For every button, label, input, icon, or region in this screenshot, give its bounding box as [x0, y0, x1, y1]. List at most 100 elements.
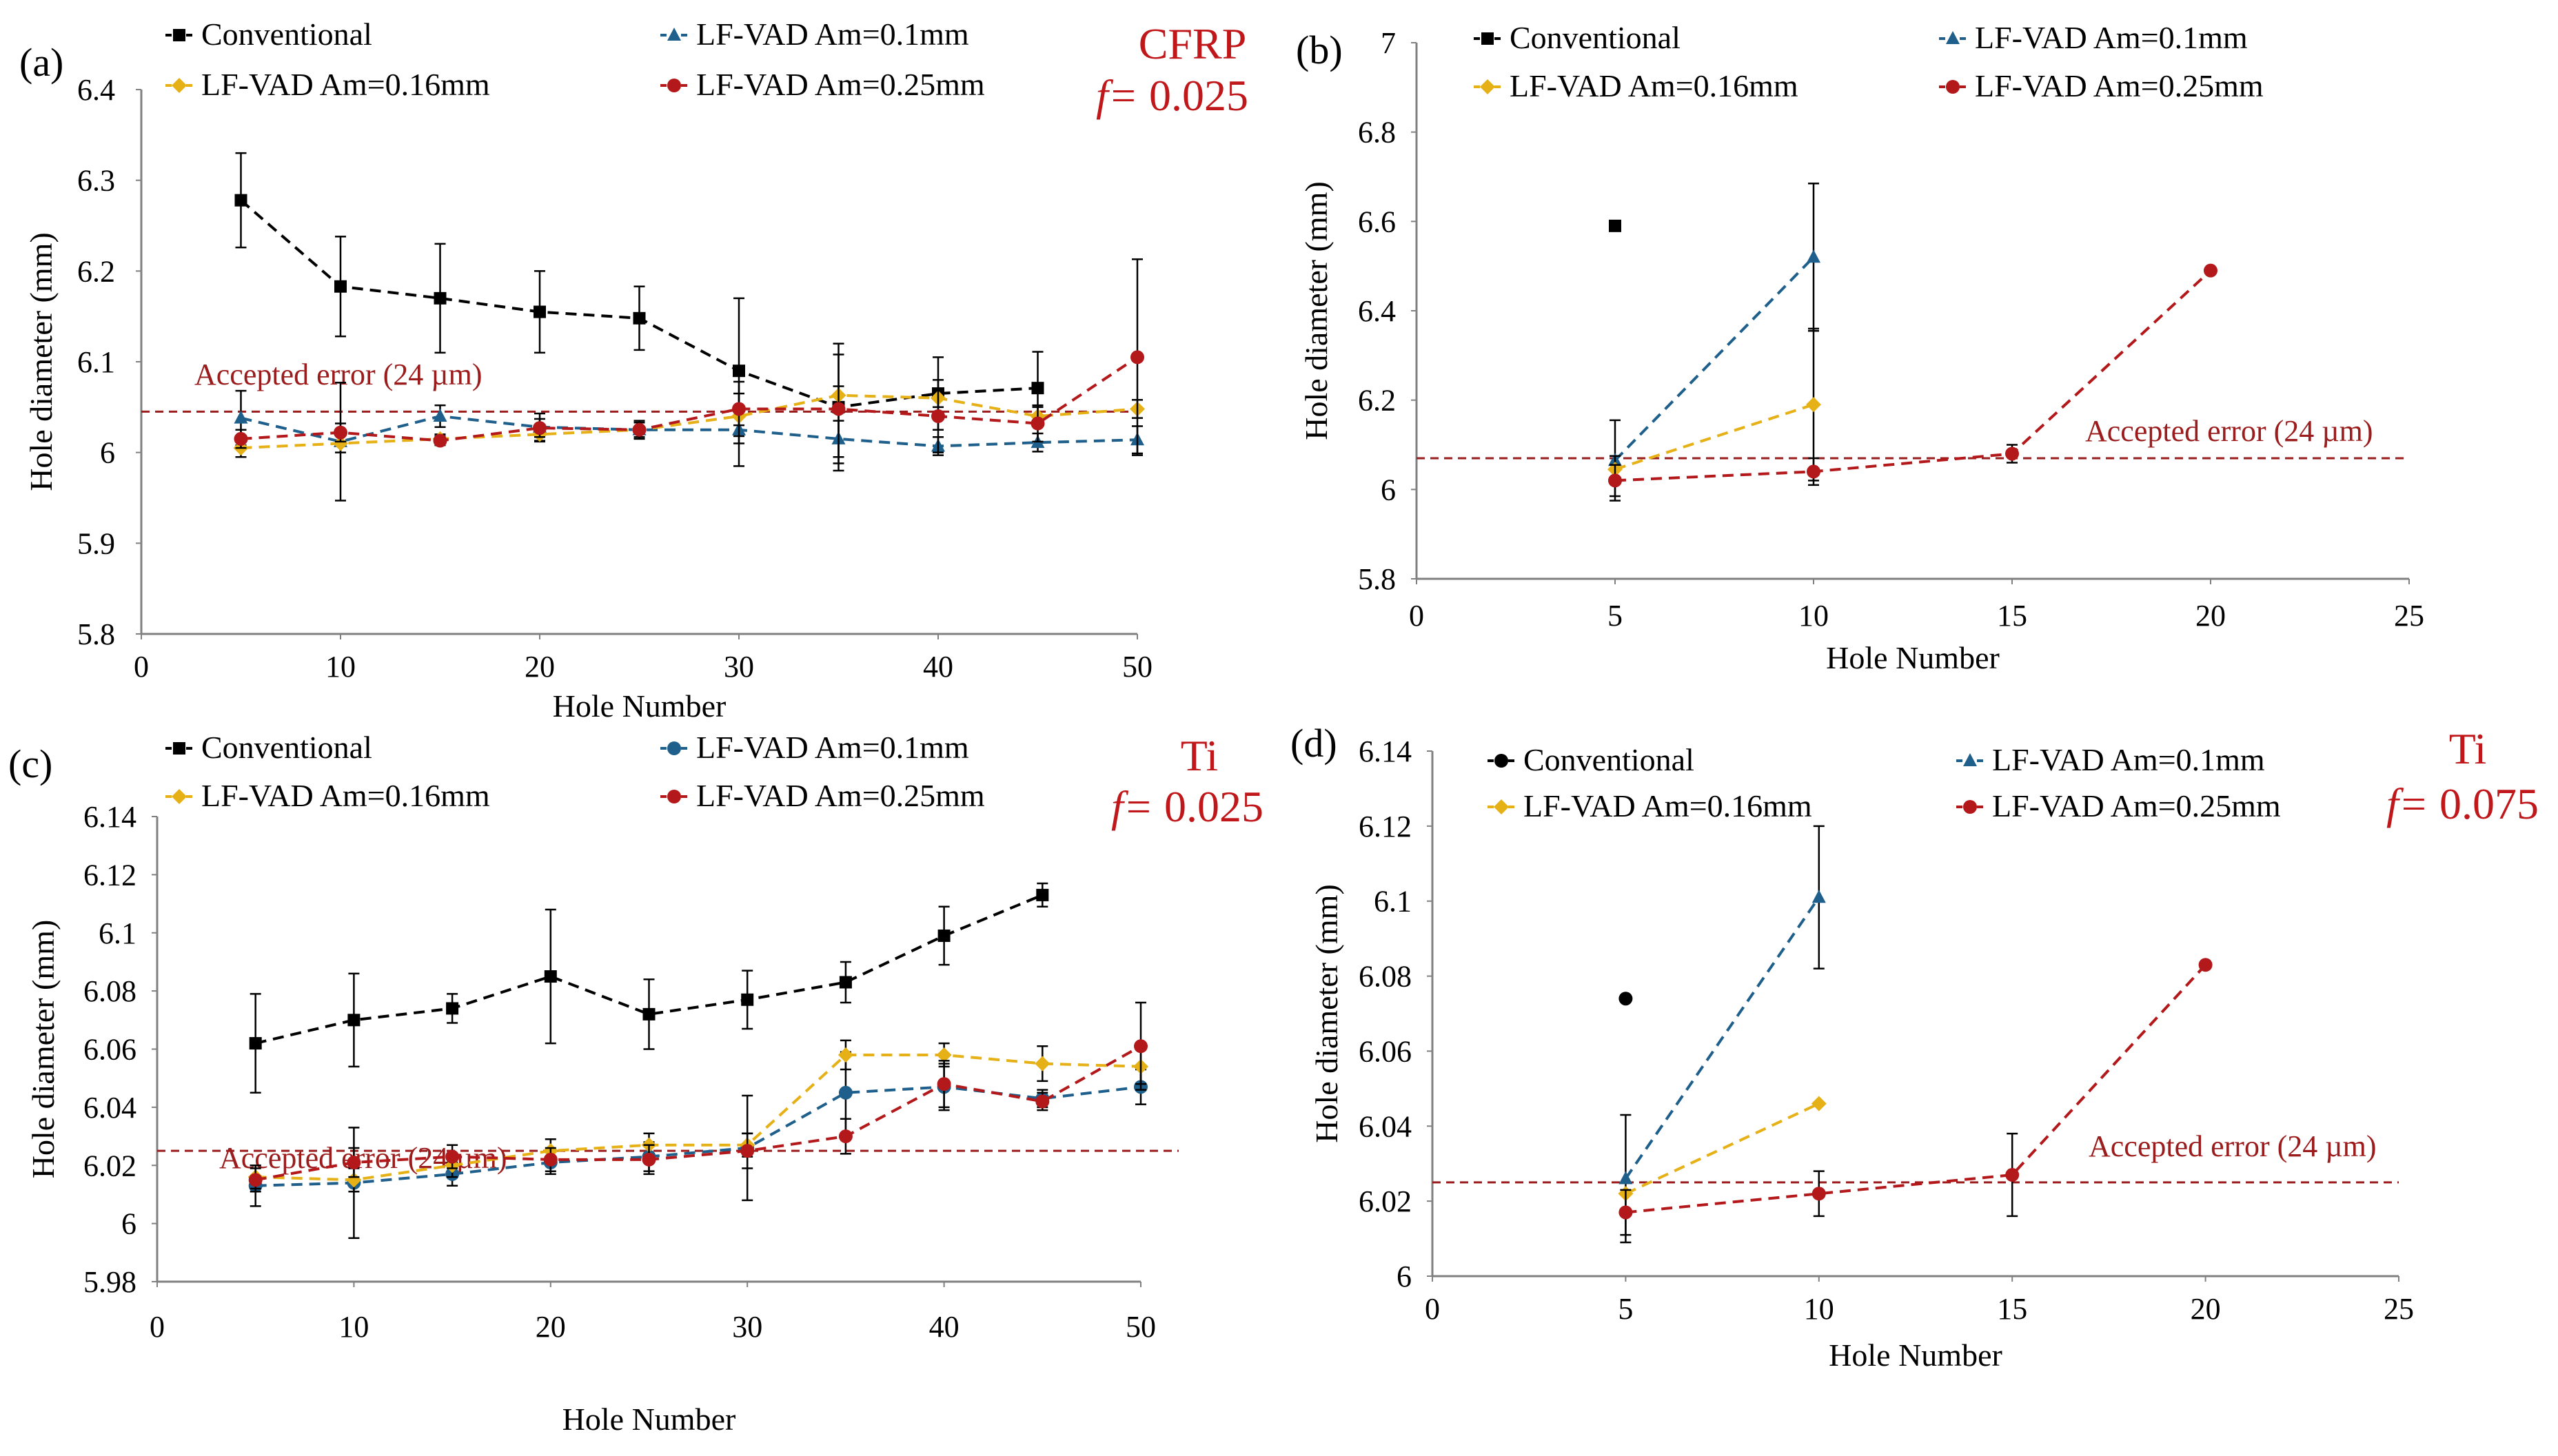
x-tick-label: 20	[525, 650, 555, 684]
data-point	[433, 409, 447, 422]
x-axis-title: Hole Number	[1829, 1337, 2002, 1373]
legend-item: Conventional	[165, 730, 372, 765]
series-line	[1614, 256, 1815, 462]
data-point	[347, 1014, 361, 1027]
legend-item: LF-VAD Am=0.16mm	[165, 778, 490, 813]
x-tick-label: 0	[150, 1310, 165, 1344]
data-point	[1031, 382, 1044, 395]
data-point	[2204, 263, 2217, 278]
y-tick-label: 5.8	[1358, 562, 1396, 596]
data-point	[732, 402, 746, 416]
series-line	[1614, 269, 2212, 482]
y-tick-label: 6.08	[1359, 960, 1412, 994]
y-tick-label: 6.08	[83, 974, 136, 1008]
x-tick-label: 50	[1122, 650, 1153, 684]
data-point	[733, 365, 745, 378]
feed-label: f= 0.075	[2386, 779, 2539, 828]
data-point	[234, 431, 248, 446]
panel-label: (c)	[8, 741, 52, 786]
data-point	[2198, 958, 2213, 972]
series-3	[234, 258, 1144, 464]
legend-item: LF-VAD Am=0.16mm	[1488, 788, 1812, 823]
data-point	[1806, 397, 1821, 413]
data-point	[1031, 416, 1045, 431]
data-point	[838, 1047, 853, 1063]
data-point	[642, 1152, 656, 1167]
legend-marker	[1481, 32, 1494, 45]
data-point	[434, 291, 447, 305]
x-tick-label: 10	[1798, 599, 1829, 633]
series-line	[1614, 403, 1814, 471]
data-point	[1036, 888, 1049, 901]
y-tick-label: 6.4	[77, 73, 115, 107]
series-3	[1618, 958, 2213, 1236]
data-point	[1134, 1039, 1148, 1054]
legend-marker	[172, 789, 187, 804]
data-point	[1609, 219, 1621, 232]
y-axis-title: Hole diameter (mm)	[1309, 884, 1344, 1143]
data-point	[445, 1149, 460, 1164]
y-tick-label: 6.8	[1358, 116, 1396, 150]
accepted-error-label: Accepted error (24 µm)	[194, 358, 482, 391]
data-point	[839, 976, 852, 989]
data-point	[1035, 1094, 1050, 1109]
legend-label: LF-VAD Am=0.16mm	[201, 67, 490, 102]
data-point	[533, 421, 547, 435]
y-tick-label: 6	[1397, 1260, 1412, 1293]
data-point	[446, 1002, 459, 1015]
x-tick-label: 0	[134, 650, 149, 684]
x-tick-label: 40	[923, 650, 953, 684]
series-3	[248, 1001, 1148, 1193]
legend-label: LF-VAD Am=0.1mm	[1992, 742, 2265, 777]
feed-value: 0.025	[1153, 782, 1263, 831]
legend-marker	[667, 790, 681, 803]
x-tick-label: 10	[338, 1310, 369, 1344]
x-axis-title: Hole Number	[562, 1402, 736, 1437]
legend-marker	[667, 28, 681, 41]
x-tick-label: 10	[325, 650, 356, 684]
data-point	[1807, 464, 1820, 479]
y-tick-label: 6.02	[83, 1149, 136, 1182]
chart-panel-a: 5.8 5.9 6 6.1 6.2 6.3 6.4 0 10 20 30 40 50 Hole Numbe…	[19, 17, 1248, 724]
data-point	[1618, 992, 1633, 1006]
y-tick-label: 5.9	[77, 526, 115, 560]
legend-item: LF-VAD Am=0.16mm	[1474, 68, 1798, 103]
legend-item: LF-VAD Am=0.1mm	[1939, 20, 2248, 55]
legend-item: LF-VAD Am=0.1mm	[660, 730, 969, 765]
x-axis-title: Hole Number	[1826, 640, 2000, 675]
legend-label: LF-VAD Am=0.25mm	[696, 67, 985, 102]
y-tick-label: 6	[121, 1207, 136, 1241]
data-point	[838, 1129, 853, 1144]
legend-label: LF-VAD Am=0.16mm	[201, 778, 490, 813]
legend-item: LF-VAD Am=0.1mm	[1956, 742, 2265, 777]
y-tick-label: 6.02	[1359, 1185, 1412, 1218]
data-point	[937, 1077, 951, 1091]
chart-panel-d: 6 6.02 6.04 6.06 6.08 6.1 6.12 6.14 0 5 10 15 20 25 Ho…	[1290, 721, 2539, 1373]
data-point	[334, 280, 347, 293]
x-tick-label: 20	[2191, 1292, 2221, 1326]
y-tick-label: 6	[100, 436, 115, 470]
x-tick-label: 0	[1409, 599, 1424, 633]
data-point	[1130, 350, 1144, 365]
data-point	[347, 1156, 361, 1170]
legend-marker	[1946, 80, 1960, 94]
legend-item: LF-VAD Am=0.25mm	[660, 67, 985, 102]
legend-item: Conventional	[165, 17, 372, 52]
x-tick-label: 15	[1997, 1292, 2027, 1326]
legend-marker	[172, 78, 187, 93]
data-point	[2005, 447, 2019, 461]
series-line	[241, 356, 1139, 442]
data-point	[937, 929, 951, 942]
data-point	[534, 305, 546, 318]
y-tick-label: 6.1	[77, 345, 115, 379]
x-tick-label: 5	[1618, 1292, 1633, 1326]
y-tick-label: 6.04	[83, 1091, 136, 1125]
feed-symbol: f=	[1111, 782, 1153, 831]
series-line	[255, 1053, 1141, 1182]
data-point	[248, 1173, 263, 1187]
data-point	[642, 1007, 656, 1021]
x-tick-label: 10	[1804, 1292, 1834, 1326]
y-tick-label: 6.4	[1358, 294, 1396, 328]
series-line	[1625, 1102, 1820, 1196]
x-tick-label: 20	[2195, 599, 2226, 633]
